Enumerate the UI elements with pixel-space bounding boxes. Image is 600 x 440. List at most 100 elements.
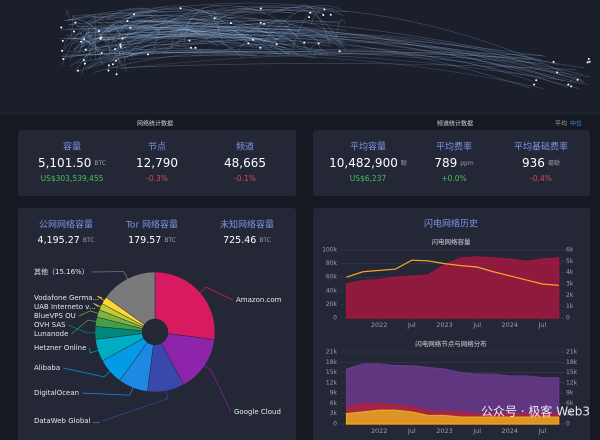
map-route	[65, 28, 286, 46]
stat-number: 48,665	[224, 156, 266, 170]
pie-label: DigitalOcean	[34, 389, 79, 397]
map-route	[69, 26, 107, 61]
pie-slice	[105, 271, 156, 325]
map-node	[189, 46, 192, 49]
map-route	[212, 11, 220, 31]
pie-category: UAB Interneto v...	[34, 303, 96, 311]
map-route	[170, 28, 256, 41]
map-route	[105, 20, 322, 55]
leader-line	[93, 302, 105, 309]
map-route	[122, 23, 569, 88]
map-route	[94, 13, 96, 60]
y2-tick-label: 9k	[566, 390, 574, 397]
map-route	[74, 7, 226, 20]
pie-category: Vodafone Germa...	[34, 294, 99, 302]
map-route	[120, 29, 287, 50]
pie-label: BlueVPS OU	[34, 312, 76, 320]
card	[18, 208, 296, 440]
stat-unit: BTC	[83, 237, 95, 244]
map-route	[107, 37, 110, 57]
map-route	[103, 52, 258, 60]
map-route	[152, 16, 176, 54]
y2-tick-label: 21k	[566, 349, 578, 356]
map-node	[587, 57, 590, 60]
stat-number: 179.57	[128, 235, 161, 246]
map-route	[155, 24, 182, 33]
map-route	[65, 18, 113, 55]
map-route	[72, 14, 131, 45]
map-lines	[60, 2, 591, 89]
map-route	[265, 48, 543, 65]
map-node	[533, 83, 536, 86]
map-route	[107, 27, 542, 60]
y2-tick-label: 2k	[566, 292, 574, 299]
toggle-option[interactable]: 中位	[570, 120, 582, 128]
map-route	[63, 35, 78, 50]
map-route	[63, 16, 234, 49]
map-route	[65, 19, 101, 56]
map-route	[152, 5, 254, 49]
map-node	[317, 42, 320, 45]
map	[0, 0, 600, 115]
map-node	[322, 14, 325, 17]
map-route	[268, 6, 344, 16]
map-node	[275, 43, 278, 46]
map-route	[113, 25, 160, 55]
map-route	[60, 37, 117, 65]
map-route	[177, 5, 227, 40]
map-node	[576, 78, 579, 81]
x-tick-label: 2024	[501, 321, 518, 329]
map-node	[252, 38, 255, 41]
map-route	[83, 9, 324, 39]
stat-change: -0.3%	[146, 174, 168, 183]
stat-number: 4,195.27	[38, 235, 80, 246]
map-route	[78, 20, 341, 72]
y-tick-label: 9k	[330, 390, 338, 397]
map-route	[78, 13, 223, 49]
map-route	[148, 18, 223, 25]
leader-line	[71, 319, 100, 335]
map-route	[261, 5, 342, 45]
y-tick-label: 0	[333, 421, 337, 428]
stat-value: 936 毫聪	[522, 156, 560, 170]
card-title: 闪电网络历史	[424, 218, 478, 230]
stat-unit: 毫聪	[548, 159, 560, 167]
leader-line	[78, 310, 102, 317]
map-route	[60, 28, 330, 47]
x-tick-label: Jul	[407, 427, 416, 435]
map-route	[124, 9, 314, 60]
stat-value: 789 ppm	[434, 156, 474, 170]
stat-value: 12,790	[136, 156, 178, 170]
map-route	[91, 48, 221, 56]
stat-label: 平均基础费率	[514, 141, 568, 153]
x-tick-label: 2022	[371, 321, 388, 329]
map-route	[78, 34, 158, 46]
map-node	[76, 69, 79, 72]
map-route	[270, 37, 296, 45]
map-route	[131, 18, 295, 43]
x-tick-label: 2024	[501, 427, 518, 435]
pie-label: OVH SAS	[34, 321, 66, 329]
map-route	[183, 17, 196, 44]
map-route	[72, 15, 559, 65]
map-route	[68, 21, 216, 26]
map-route	[63, 36, 284, 50]
map-node	[179, 7, 182, 10]
stat-value: 725.46 BTC	[223, 235, 271, 246]
stat-change: +0.0%	[441, 174, 466, 183]
y2-tick-label: 3k	[566, 281, 574, 288]
map-route	[76, 49, 249, 64]
stat-value: 5,101.50 BTC	[38, 156, 106, 170]
leader-line	[201, 363, 232, 413]
leader-line	[97, 295, 108, 303]
map-route	[79, 32, 84, 47]
y-tick-label: 3k	[330, 410, 338, 417]
y2-tick-label: 12k	[566, 379, 578, 386]
map-node	[229, 22, 232, 25]
map-route	[238, 40, 258, 52]
map-route	[86, 26, 91, 61]
map-route	[128, 54, 545, 89]
toggle-option[interactable]: 平均	[555, 120, 567, 128]
x-tick-label: 2023	[436, 427, 453, 435]
chart-title: 闪电网络容量	[432, 237, 472, 246]
